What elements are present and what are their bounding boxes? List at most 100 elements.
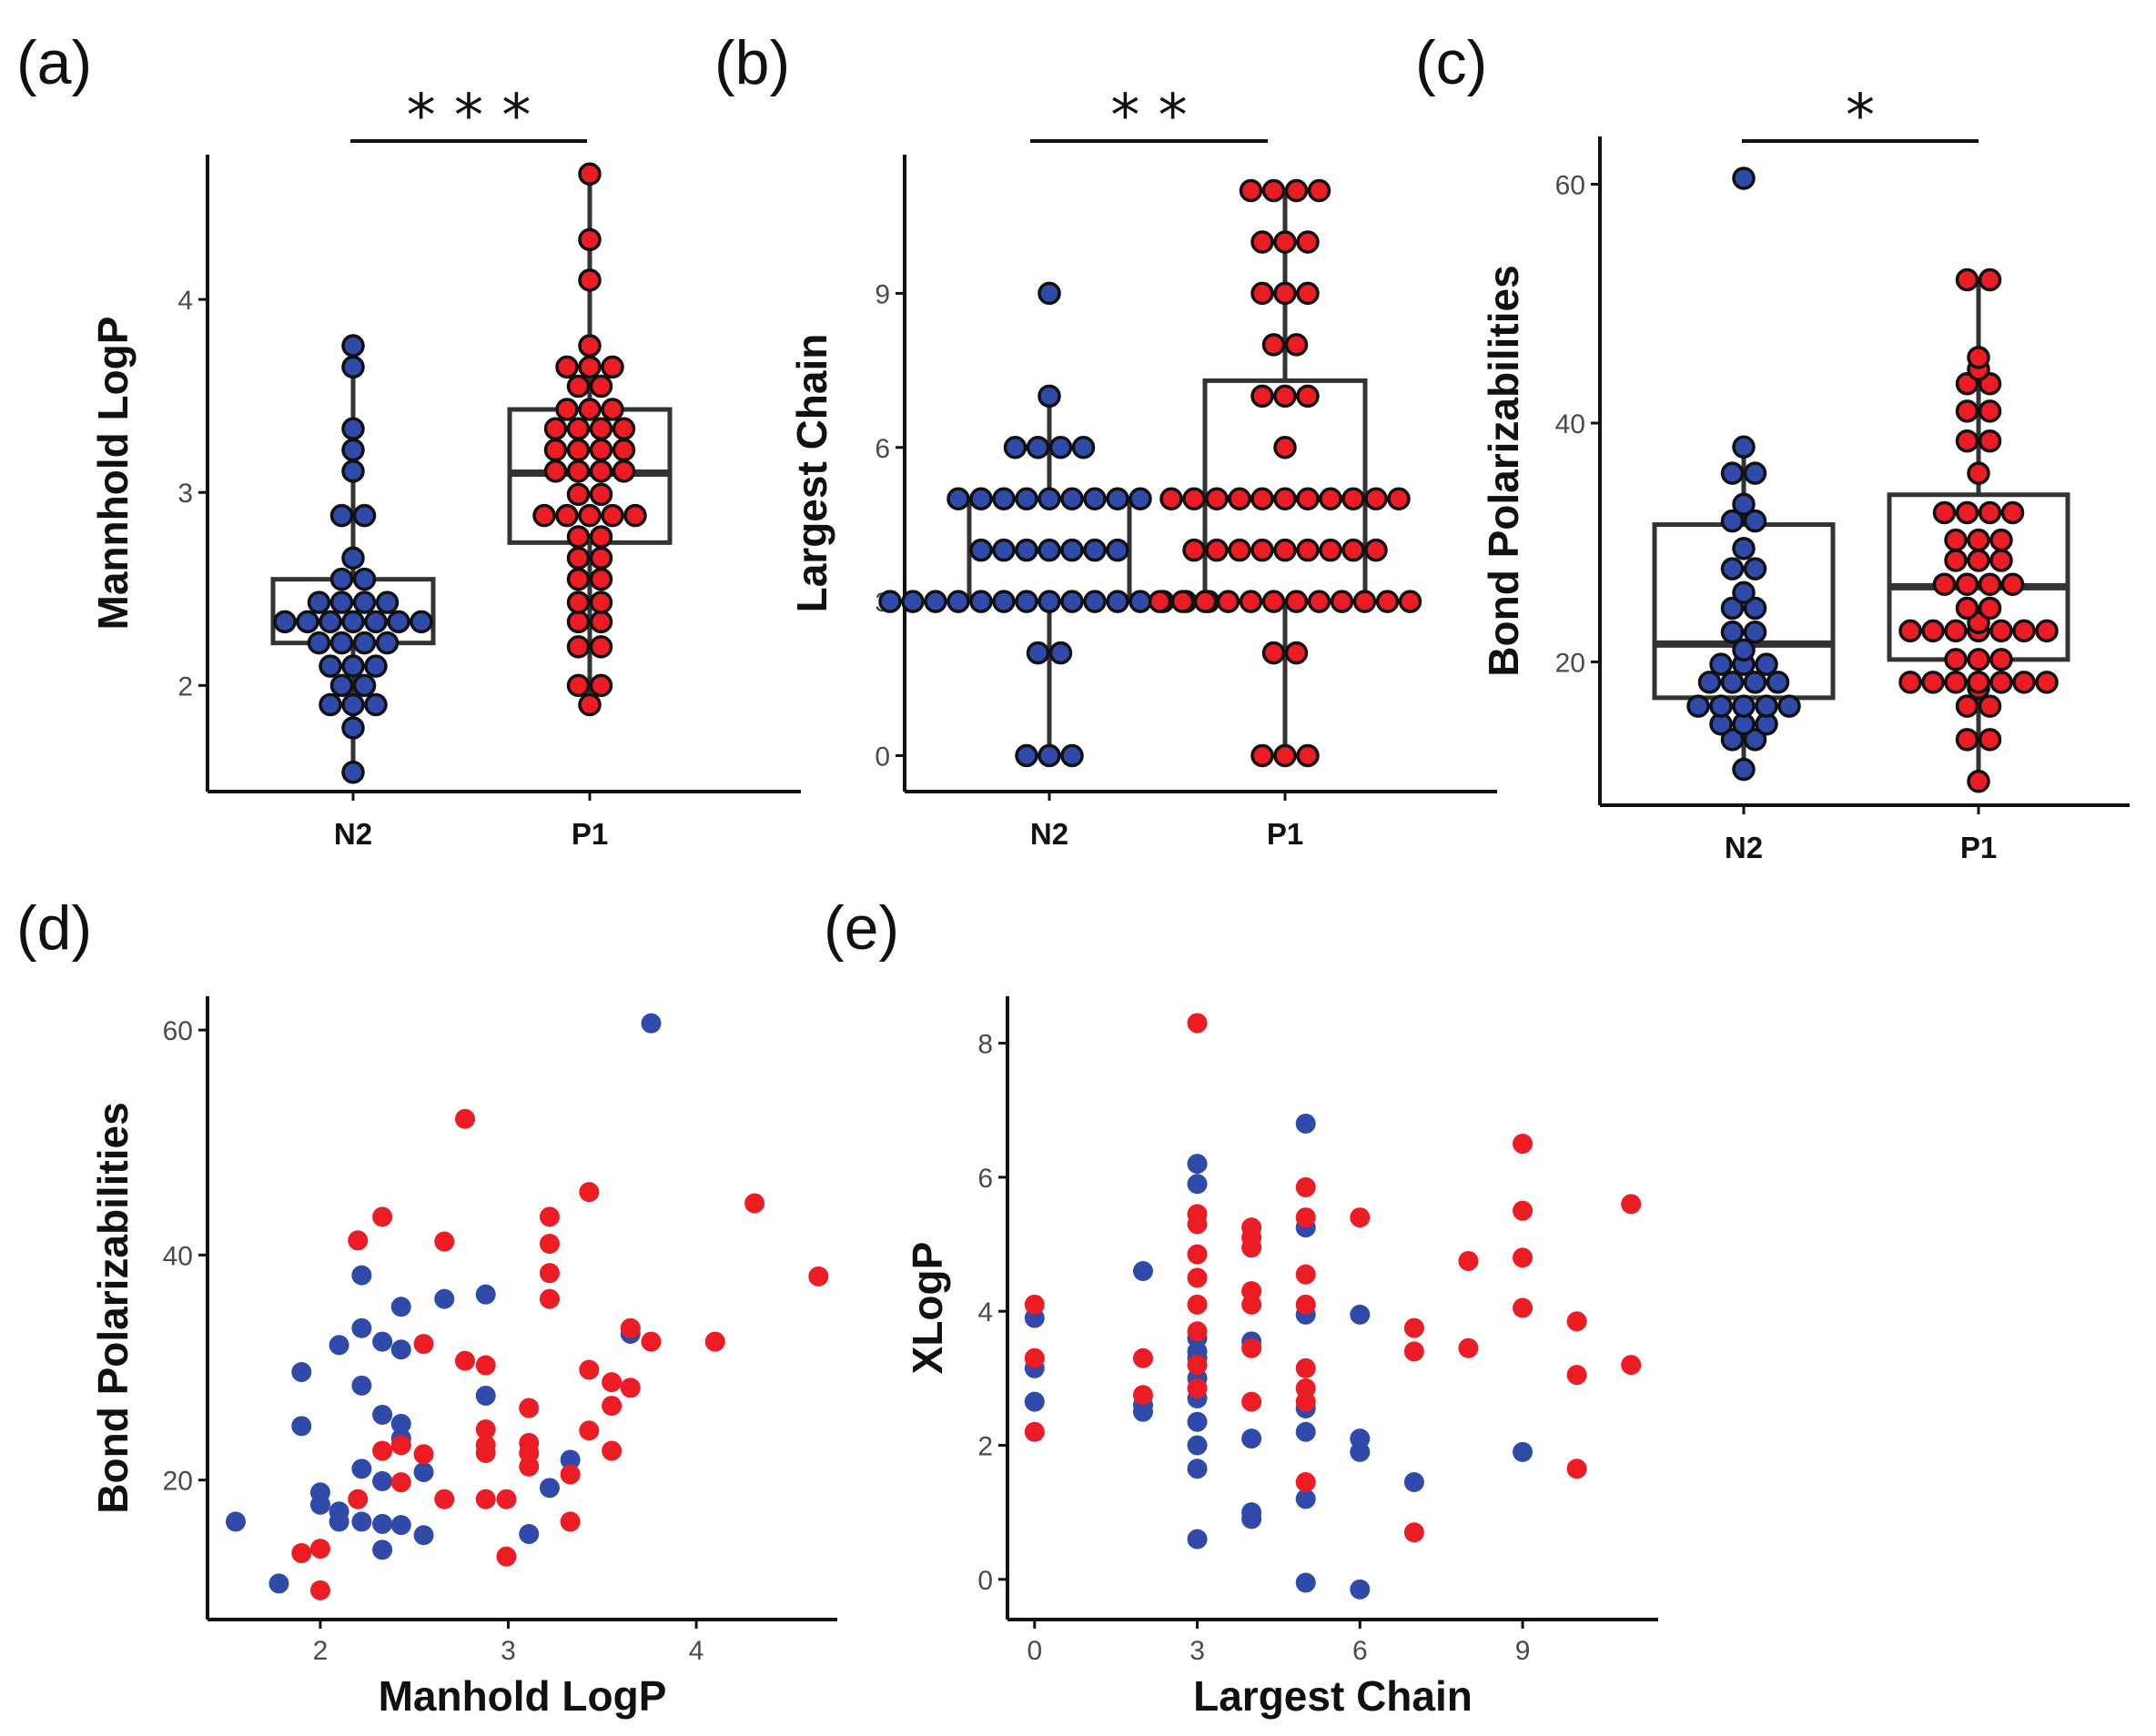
data-point-P1 bbox=[1239, 590, 1263, 613]
y-axis-title: XLogP bbox=[904, 1242, 951, 1375]
data-point-P1 bbox=[1898, 619, 1922, 643]
data-point-P1 bbox=[1403, 1317, 1424, 1338]
data-point-P1 bbox=[372, 1440, 393, 1461]
data-point-N2 bbox=[1187, 1435, 1208, 1456]
data-point-N2 bbox=[341, 546, 365, 570]
y-tick-label: 0 bbox=[875, 742, 890, 772]
data-point-P1 bbox=[475, 1419, 496, 1440]
data-point-P1 bbox=[413, 1444, 434, 1465]
significance-label: * * bbox=[1110, 83, 1187, 150]
x-category-label: N2 bbox=[1725, 831, 1763, 864]
data-point-P1 bbox=[1261, 590, 1286, 613]
data-point-P1 bbox=[566, 459, 591, 483]
data-point-P1 bbox=[1955, 572, 1979, 596]
data-point-P1 bbox=[390, 1435, 411, 1456]
data-point-P1 bbox=[1273, 487, 1297, 510]
data-point-N2 bbox=[1513, 1441, 1533, 1462]
data-point-P1 bbox=[2012, 619, 2036, 643]
data-point-N2 bbox=[364, 654, 388, 678]
data-point-N2 bbox=[924, 590, 947, 613]
data-point-N2 bbox=[1038, 538, 1061, 562]
y-axis-title: Bond Polarizabilities bbox=[89, 1102, 137, 1513]
data-point-P1 bbox=[539, 1263, 560, 1284]
data-point-N2 bbox=[1132, 1401, 1153, 1422]
x-axis-title: Largest Chain bbox=[1193, 1672, 1473, 1720]
data-point-P1 bbox=[566, 546, 591, 570]
x-category-label: P1 bbox=[1960, 831, 1997, 864]
data-point-P1 bbox=[1978, 728, 2002, 752]
data-point-N2 bbox=[1187, 1174, 1208, 1195]
data-point-N2 bbox=[372, 1331, 393, 1352]
data-point-P1 bbox=[1403, 1341, 1424, 1362]
significance-label: * * * bbox=[407, 83, 531, 150]
data-point-P1 bbox=[1241, 1294, 1262, 1315]
data-point-P1 bbox=[1513, 1297, 1533, 1318]
data-point-P1 bbox=[1250, 743, 1274, 768]
data-point-P1 bbox=[1978, 429, 2002, 453]
data-point-N2 bbox=[1187, 1154, 1208, 1175]
data-point-P1 bbox=[601, 398, 624, 421]
data-point-N2 bbox=[341, 355, 365, 379]
data-point-N2 bbox=[1720, 557, 1745, 580]
x-category-label: P1 bbox=[572, 817, 608, 851]
data-point-P1 bbox=[555, 503, 579, 528]
data-point-P1 bbox=[1921, 671, 1945, 694]
data-point-P1 bbox=[1989, 619, 2013, 643]
data-point-P1 bbox=[539, 1206, 560, 1227]
data-point-N2 bbox=[1686, 694, 1710, 718]
y-tick-label: 60 bbox=[163, 1016, 193, 1046]
data-point-P1 bbox=[612, 417, 636, 440]
y-tick-label: 40 bbox=[1555, 409, 1585, 439]
data-point-N2 bbox=[291, 1361, 312, 1382]
data-point-N2 bbox=[341, 438, 365, 462]
data-point-P1 bbox=[1148, 590, 1172, 613]
data-point-N2 bbox=[291, 1416, 312, 1437]
data-point-P1 bbox=[1621, 1194, 1642, 1215]
data-point-P1 bbox=[390, 1472, 411, 1493]
x-category-label: N2 bbox=[1030, 817, 1068, 851]
data-point-P1 bbox=[434, 1489, 455, 1509]
data-point-N2 bbox=[1766, 671, 1790, 694]
data-point-N2 bbox=[341, 417, 365, 440]
data-point-P1 bbox=[309, 1580, 330, 1600]
data-point-N2 bbox=[329, 567, 354, 591]
data-point-N2 bbox=[307, 631, 331, 655]
y-tick-label: 8 bbox=[977, 1030, 993, 1060]
data-point-P1 bbox=[1978, 694, 2002, 718]
data-point-N2 bbox=[1732, 167, 1756, 190]
data-point-N2 bbox=[1743, 728, 1767, 752]
x-tick-label: 9 bbox=[1515, 1636, 1531, 1666]
data-point-N2 bbox=[413, 1525, 434, 1546]
data-point-P1 bbox=[1187, 1378, 1208, 1398]
data-point-P1 bbox=[1024, 1421, 1045, 1442]
data-point-P1 bbox=[560, 1464, 581, 1485]
y-tick-label: 2 bbox=[177, 671, 193, 701]
data-point-P1 bbox=[579, 1359, 600, 1380]
data-point-N2 bbox=[1720, 620, 1745, 644]
data-point-P1 bbox=[566, 482, 591, 507]
significance-label: * bbox=[1846, 83, 1875, 150]
data-point-N2 bbox=[1697, 671, 1722, 694]
data-point-P1 bbox=[1307, 178, 1331, 203]
data-point-P1 bbox=[1250, 230, 1274, 254]
data-point-N2 bbox=[390, 1515, 411, 1536]
data-point-N2 bbox=[878, 590, 902, 613]
data-point-N2 bbox=[1350, 1579, 1371, 1600]
y-tick-label: 9 bbox=[875, 279, 890, 309]
data-point-P1 bbox=[579, 1420, 600, 1441]
data-point-P1 bbox=[1352, 590, 1377, 613]
data-point-P1 bbox=[601, 355, 624, 379]
data-point-N2 bbox=[1709, 652, 1733, 676]
data-point-N2 bbox=[1015, 487, 1038, 510]
data-point-P1 bbox=[1296, 230, 1320, 254]
data-point-P1 bbox=[1295, 1207, 1316, 1228]
data-point-P1 bbox=[578, 227, 602, 252]
data-point-N2 bbox=[319, 654, 342, 678]
data-point-P1 bbox=[1295, 1176, 1316, 1197]
data-point-P1 bbox=[1955, 596, 1979, 621]
data-point-P1 bbox=[612, 459, 636, 483]
data-point-P1 bbox=[1241, 1237, 1262, 1258]
data-point-P1 bbox=[641, 1331, 662, 1352]
data-point-P1 bbox=[602, 1396, 623, 1417]
data-point-N2 bbox=[390, 1413, 411, 1434]
